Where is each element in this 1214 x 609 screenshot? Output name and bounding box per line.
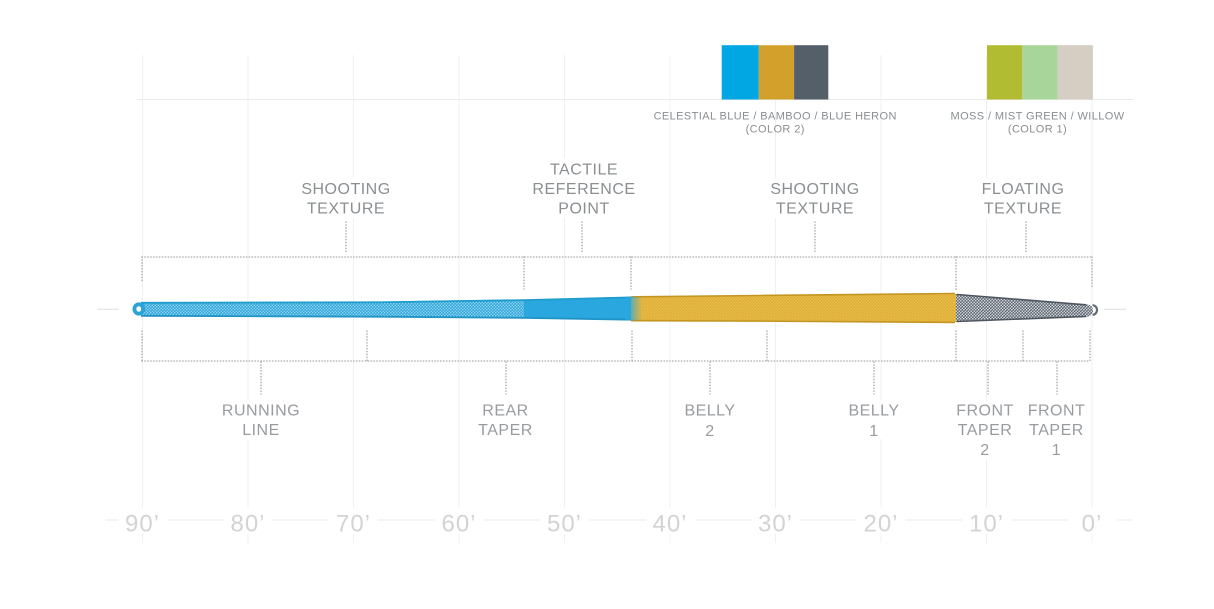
- svg-text:1: 1: [1052, 442, 1061, 459]
- svg-text:50’: 50’: [547, 511, 582, 538]
- svg-text:FLOATING: FLOATING: [982, 181, 1065, 198]
- svg-text:POINT: POINT: [558, 201, 609, 218]
- svg-text:60’: 60’: [441, 511, 476, 538]
- svg-text:SHOOTING: SHOOTING: [301, 181, 390, 198]
- svg-text:TAPER: TAPER: [478, 422, 533, 439]
- svg-text:BELLY: BELLY: [848, 403, 899, 420]
- svg-text:80’: 80’: [230, 511, 265, 538]
- svg-text:2: 2: [980, 442, 989, 459]
- svg-text:TACTILE: TACTILE: [550, 162, 618, 179]
- svg-text:TAPER: TAPER: [958, 422, 1013, 439]
- svg-text:40’: 40’: [652, 511, 687, 538]
- svg-text:20’: 20’: [863, 511, 898, 538]
- svg-text:BELLY: BELLY: [684, 403, 735, 420]
- svg-text:1: 1: [869, 423, 878, 440]
- svg-text:10’: 10’: [969, 511, 1004, 538]
- svg-text:CELESTIAL BLUE / BAMBOO / BLUE: CELESTIAL BLUE / BAMBOO / BLUE HERON: [654, 111, 897, 123]
- svg-text:FRONT: FRONT: [956, 403, 1014, 420]
- svg-text:(COLOR 1): (COLOR 1): [1008, 124, 1067, 136]
- svg-text:TEXTURE: TEXTURE: [984, 201, 1062, 218]
- svg-text:TEXTURE: TEXTURE: [307, 201, 385, 218]
- svg-text:70’: 70’: [336, 511, 371, 538]
- svg-text:TAPER: TAPER: [1029, 422, 1084, 439]
- svg-text:REAR: REAR: [482, 403, 528, 420]
- svg-text:TEXTURE: TEXTURE: [776, 201, 854, 218]
- svg-text:30’: 30’: [758, 511, 793, 538]
- svg-text:FRONT: FRONT: [1028, 403, 1086, 420]
- svg-text:LINE: LINE: [242, 422, 280, 439]
- svg-text:SHOOTING: SHOOTING: [770, 181, 859, 198]
- svg-text:MOSS / MIST GREEN / WILLOW: MOSS / MIST GREEN / WILLOW: [951, 111, 1125, 123]
- svg-text:RUNNING: RUNNING: [222, 403, 300, 420]
- svg-text:90’: 90’: [125, 511, 160, 538]
- svg-text:0’: 0’: [1082, 511, 1103, 538]
- svg-text:REFERENCE: REFERENCE: [532, 181, 635, 198]
- svg-text:(COLOR 2): (COLOR 2): [746, 124, 805, 136]
- svg-text:2: 2: [705, 423, 714, 440]
